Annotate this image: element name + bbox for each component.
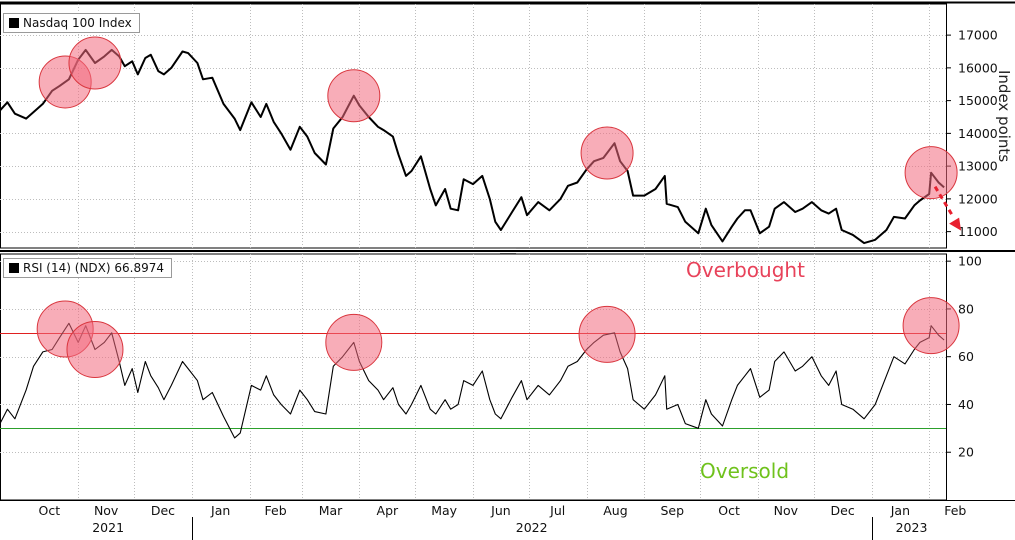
x-tick-label: Feb: [944, 503, 966, 518]
rsi-highlight-circle: [578, 305, 636, 363]
price-axis-tick-label: 16000: [958, 60, 998, 75]
x-year-label: 2022: [516, 520, 548, 535]
oversold-label: Oversold: [700, 459, 790, 483]
downtrend-arrow: [933, 185, 955, 218]
rsi-highlight-circle: [902, 297, 960, 355]
x-tick-label: Nov: [774, 503, 799, 518]
price-panel: 11000 12000 13000 14000 15000 16000 17000 Index…: [0, 1, 1015, 254]
time-axis: Oct Nov Dec Jan Feb Mar Apr May Jun Jul Aug Sep Oct N…: [0, 500, 1015, 540]
x-tick-label: Feb: [265, 503, 287, 518]
price-axis-tick-label: 13000: [958, 159, 998, 174]
price-series-line: [0, 48, 945, 245]
price-axis-tick-label: 14000: [958, 126, 998, 141]
overbought-label: Overbought: [686, 258, 805, 282]
rsi-legend-swatch: [9, 263, 19, 273]
x-year-label: 2023: [896, 520, 928, 535]
price-highlight-circle: [68, 36, 122, 90]
price-axis-title: Index points: [995, 70, 1013, 162]
x-tick-label: Apr: [377, 503, 399, 518]
price-highlight-circle: [904, 146, 958, 200]
rsi-axis-tick-label: 40: [958, 397, 974, 412]
x-tick-label: Jan: [210, 503, 230, 518]
x-tick-label: Oct: [718, 503, 740, 518]
rsi-axis-tick-label: 100: [958, 254, 982, 269]
rsi-legend: RSI (14) (NDX) 66.8974: [3, 258, 172, 278]
x-tick-label: Dec: [831, 503, 855, 518]
price-legend-swatch: [9, 18, 19, 28]
price-legend-label: Nasdaq 100 Index: [23, 16, 132, 30]
x-tick-label: Mar: [319, 503, 343, 518]
x-tick-label: Aug: [603, 503, 627, 518]
rsi-series-line: [0, 322, 945, 439]
price-highlight-circle: [327, 69, 381, 123]
x-year-label: 2021: [92, 520, 124, 535]
rsi-panel: 20 40 60 80 100: [0, 253, 982, 501]
x-tick-label: Jan: [890, 503, 910, 518]
rsi-axis-tick-label: 20: [958, 445, 974, 460]
x-tick-label: Jun: [490, 503, 511, 518]
price-axis-tick-label: 15000: [958, 93, 998, 108]
x-tick-label: May: [431, 503, 457, 518]
price-axis-tick-label: 17000: [958, 28, 998, 43]
rsi-axis-tick-label: 80: [958, 301, 974, 316]
price-axis-tick-label: 11000: [958, 224, 998, 239]
downtrend-arrowhead: [949, 217, 962, 231]
price-axis-tick-label: 12000: [958, 191, 998, 206]
x-tick-label: Sep: [660, 503, 684, 518]
rsi-legend-label: RSI (14) (NDX) 66.8974: [23, 261, 164, 275]
rsi-axis-tick-label: 60: [958, 349, 974, 364]
price-legend: Nasdaq 100 Index: [3, 13, 140, 33]
x-tick-label: Dec: [151, 503, 175, 518]
x-tick-label: Nov: [94, 503, 119, 518]
x-tick-label: Oct: [39, 503, 61, 518]
rsi-highlight-circle: [325, 313, 383, 371]
x-tick-label: Jul: [549, 503, 565, 518]
rsi-highlight-circle: [66, 321, 124, 379]
price-highlight-circle: [580, 126, 634, 180]
